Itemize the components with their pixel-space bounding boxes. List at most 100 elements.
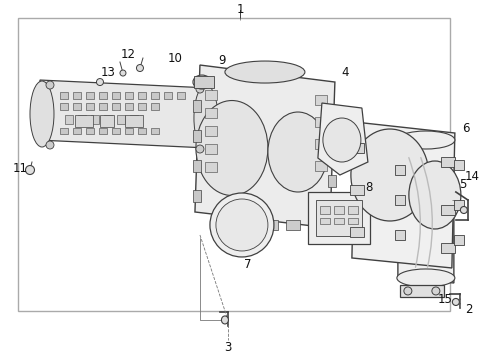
Bar <box>328 175 336 187</box>
Bar <box>328 110 336 122</box>
Ellipse shape <box>409 161 461 229</box>
Ellipse shape <box>397 131 455 149</box>
Bar <box>18 18 450 311</box>
Bar <box>100 115 114 127</box>
Bar <box>75 115 93 127</box>
Bar <box>99 103 107 110</box>
Ellipse shape <box>216 199 268 251</box>
Bar <box>164 92 172 99</box>
Bar <box>60 128 68 134</box>
Ellipse shape <box>351 129 429 221</box>
Text: 3: 3 <box>224 341 232 355</box>
Bar <box>112 92 120 99</box>
Bar <box>193 190 201 202</box>
Ellipse shape <box>46 141 54 149</box>
Ellipse shape <box>136 64 144 72</box>
Bar <box>441 157 455 167</box>
Polygon shape <box>398 135 454 283</box>
Bar <box>130 115 138 124</box>
Bar <box>454 160 464 170</box>
Bar <box>242 220 256 230</box>
Bar <box>86 128 94 134</box>
Bar <box>91 115 99 124</box>
Bar <box>316 200 362 236</box>
Ellipse shape <box>452 298 459 306</box>
Bar <box>138 128 146 134</box>
Ellipse shape <box>460 207 468 213</box>
Bar <box>328 145 336 157</box>
Bar <box>220 220 234 230</box>
Bar <box>73 92 81 99</box>
Text: 14: 14 <box>464 170 480 183</box>
Bar <box>205 108 217 118</box>
Text: 6: 6 <box>462 122 469 135</box>
Ellipse shape <box>196 100 268 195</box>
Bar <box>193 160 201 172</box>
Bar <box>334 206 344 214</box>
Bar <box>441 243 455 253</box>
Bar <box>348 206 358 214</box>
Bar <box>194 76 214 88</box>
Bar <box>125 103 133 110</box>
Polygon shape <box>38 80 210 148</box>
Ellipse shape <box>397 269 455 287</box>
Polygon shape <box>318 103 368 175</box>
Bar <box>65 115 73 124</box>
Bar <box>73 103 81 110</box>
Text: 4: 4 <box>341 66 348 78</box>
Bar <box>441 205 455 215</box>
Ellipse shape <box>221 316 228 324</box>
Bar <box>286 220 300 230</box>
Bar <box>138 92 146 99</box>
Bar <box>125 128 133 134</box>
Bar <box>308 192 370 244</box>
Bar <box>86 92 94 99</box>
Bar <box>334 218 344 224</box>
Ellipse shape <box>404 287 412 295</box>
Bar <box>454 200 464 210</box>
Ellipse shape <box>196 145 204 153</box>
Ellipse shape <box>25 166 35 175</box>
Ellipse shape <box>194 85 218 151</box>
Ellipse shape <box>432 287 440 295</box>
Bar <box>151 103 159 110</box>
Bar <box>151 128 159 134</box>
Bar <box>125 92 133 99</box>
Text: 1: 1 <box>236 3 244 15</box>
Bar <box>315 139 327 149</box>
Bar <box>205 162 217 172</box>
Text: 11: 11 <box>12 162 27 175</box>
Text: 9: 9 <box>218 54 226 67</box>
Bar <box>177 92 185 99</box>
Text: 5: 5 <box>459 179 467 192</box>
Bar <box>117 115 125 124</box>
Bar <box>320 206 330 214</box>
Bar <box>205 90 217 100</box>
Bar <box>112 103 120 110</box>
Ellipse shape <box>323 118 361 162</box>
Bar <box>400 285 444 297</box>
Text: 7: 7 <box>244 258 252 271</box>
Bar <box>320 218 330 224</box>
Bar <box>78 115 86 124</box>
Bar <box>86 103 94 110</box>
Bar <box>395 195 405 205</box>
Ellipse shape <box>193 75 211 89</box>
Bar <box>348 218 358 224</box>
Text: 15: 15 <box>437 293 452 306</box>
Bar <box>60 92 68 99</box>
Bar <box>104 115 112 124</box>
Bar <box>205 126 217 136</box>
Polygon shape <box>352 122 455 268</box>
Ellipse shape <box>268 112 328 192</box>
Bar <box>138 103 146 110</box>
Text: 8: 8 <box>365 181 372 194</box>
Ellipse shape <box>225 61 305 83</box>
Bar <box>315 95 327 105</box>
Bar <box>99 128 107 134</box>
Ellipse shape <box>96 78 104 86</box>
Text: 10: 10 <box>168 51 182 64</box>
Bar <box>315 117 327 127</box>
Bar <box>151 92 159 99</box>
Bar <box>454 235 464 245</box>
